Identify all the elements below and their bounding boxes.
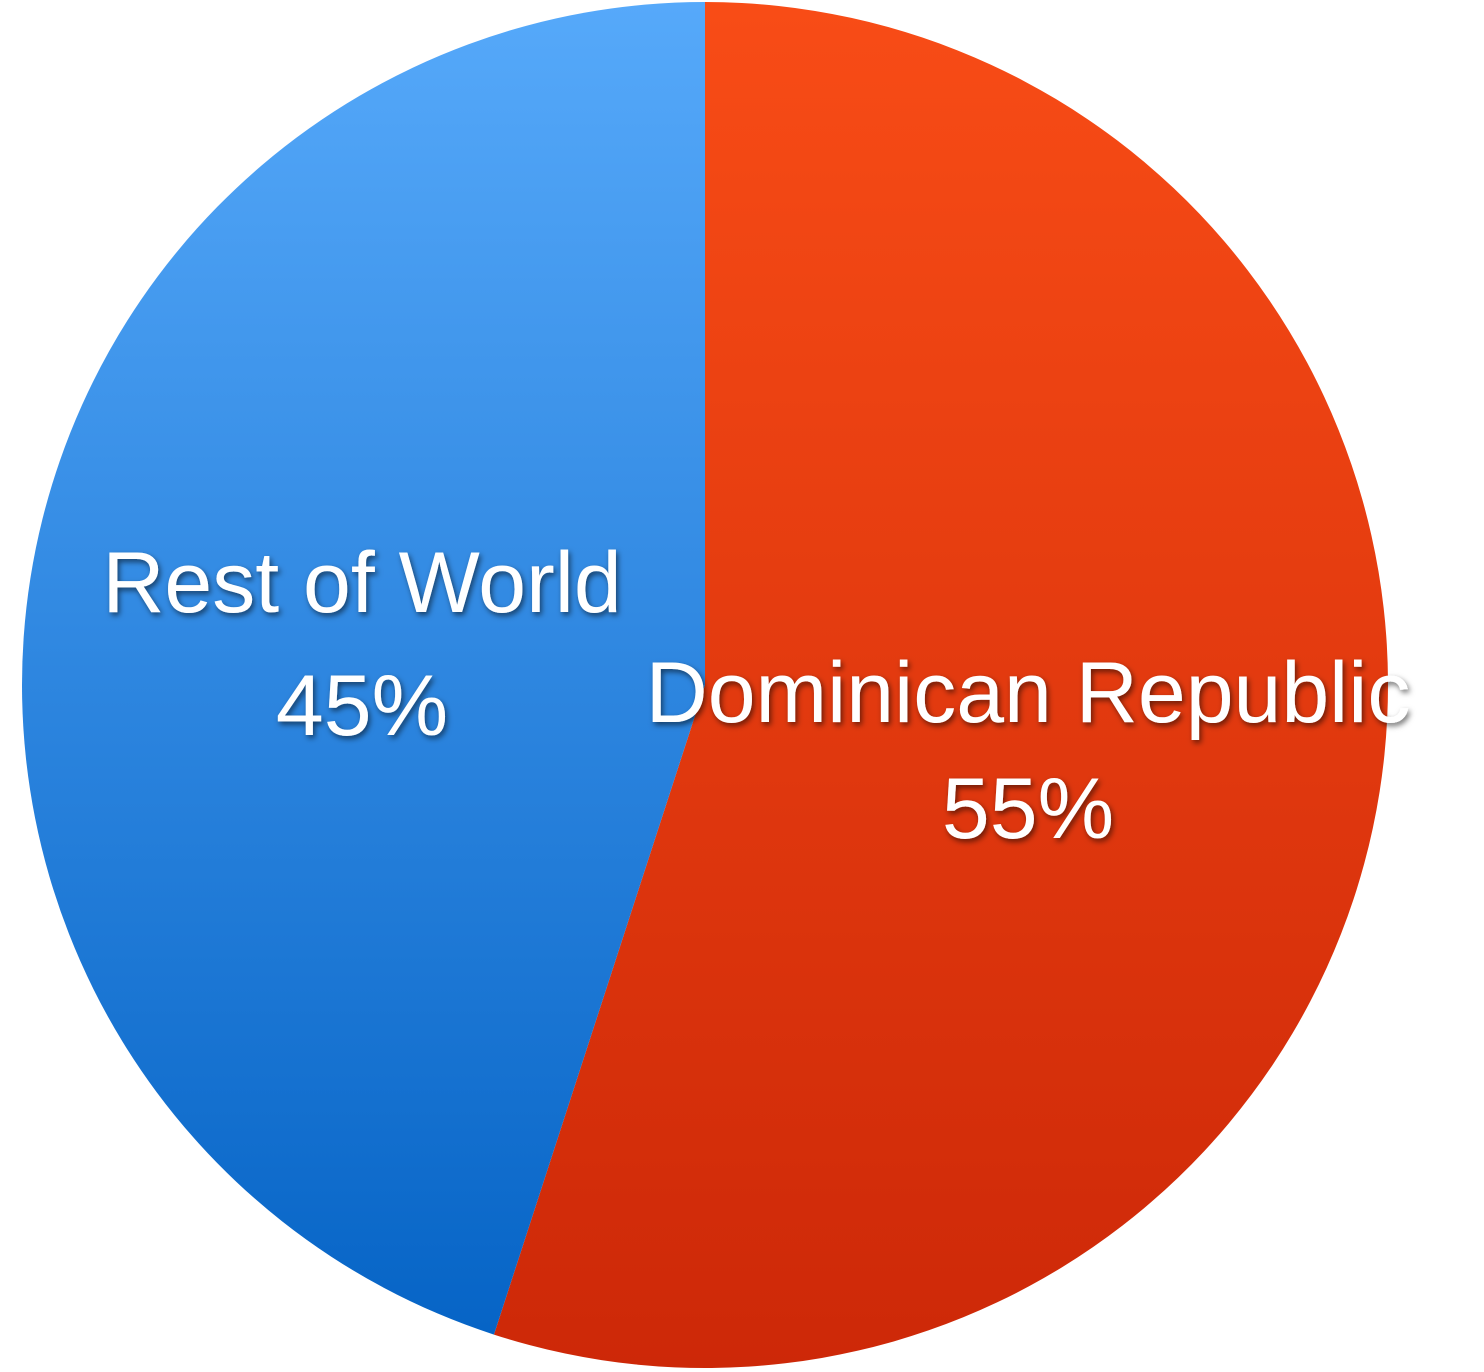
slice-label-dominican-republic: Dominican Republic (646, 645, 1411, 741)
pie-slices (22, 2, 1389, 1368)
slice-label-rest-of-world: Rest of World (102, 535, 621, 631)
pie-labels: Dominican Republic 55% Rest of World 45% (102, 535, 1410, 857)
pie-slice-dominican-republic (493, 2, 1389, 1368)
pie-slice-rest-of-world (22, 2, 705, 1335)
slice-value-rest-of-world: 45% (276, 658, 448, 754)
slice-value-dominican-republic: 55% (942, 761, 1114, 857)
